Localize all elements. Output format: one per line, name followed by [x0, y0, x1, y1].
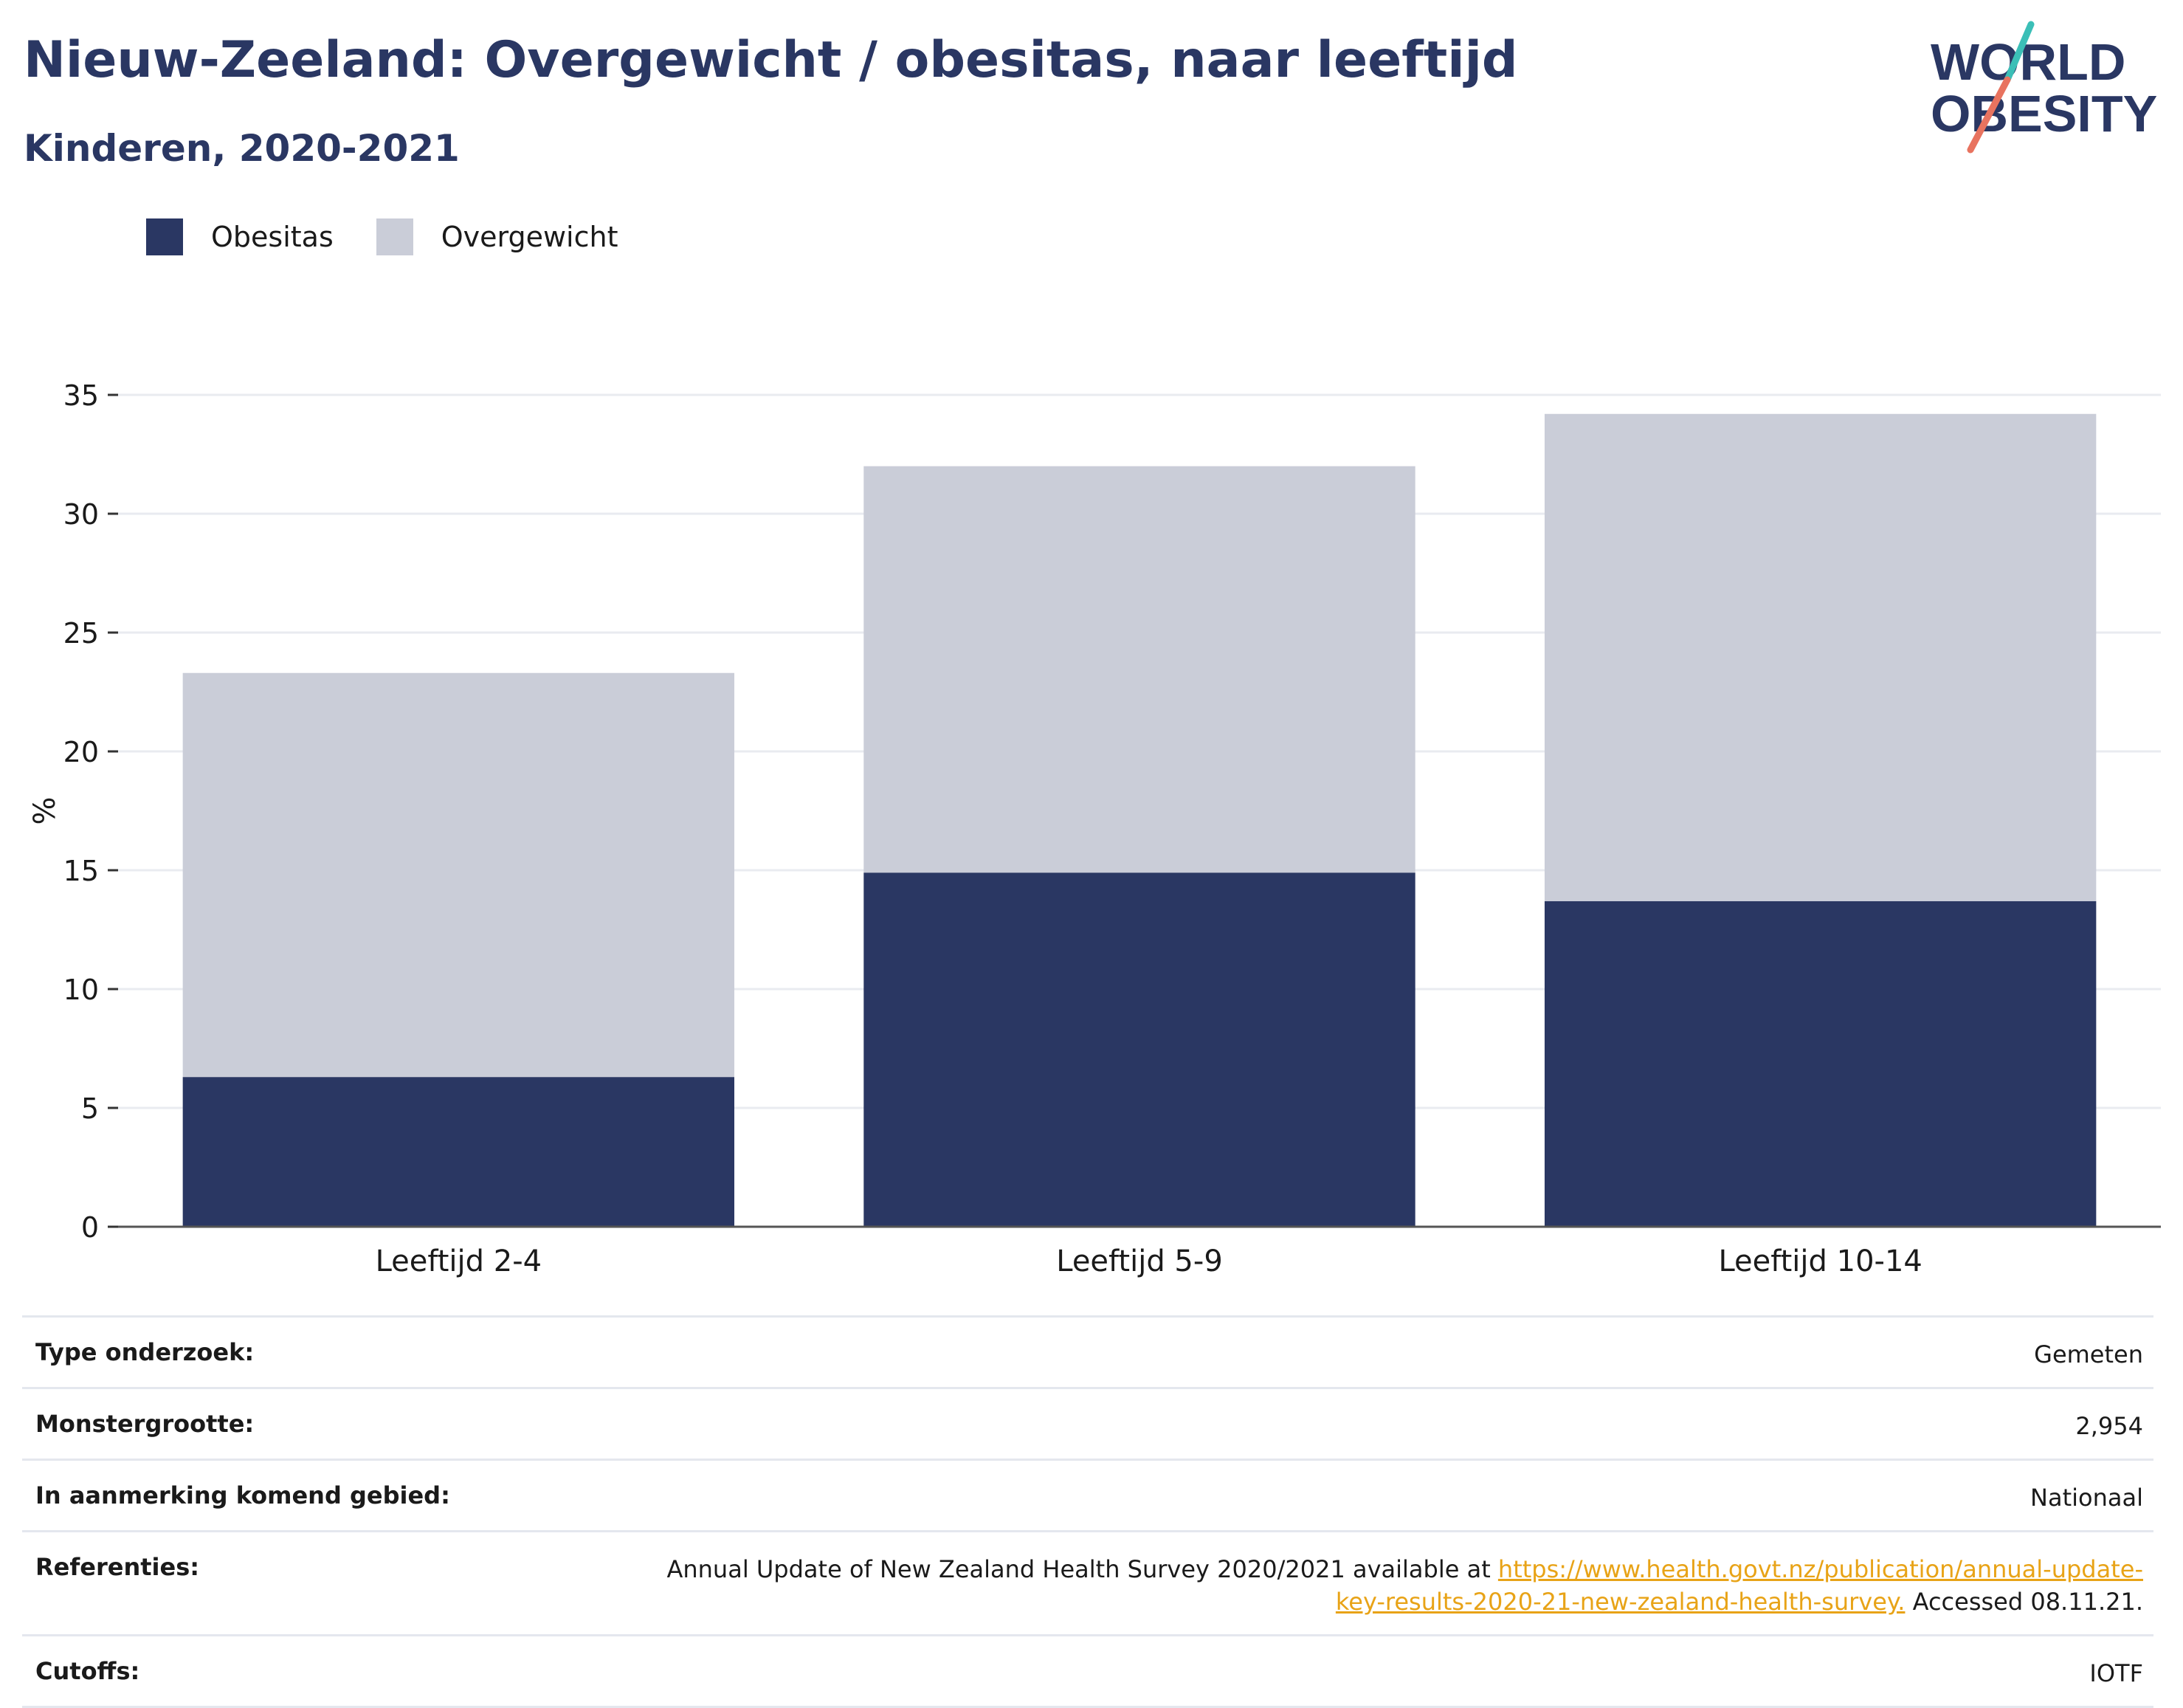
cutoffs-value: IOTF: [2089, 1659, 2143, 1687]
legend-swatch-overgewicht: [376, 218, 413, 255]
bar-overgewicht-3: [1544, 413, 2097, 901]
legend: Obesitas Overgewicht: [146, 218, 661, 255]
info-row-sample-size: Monstergrootte: 2,954: [22, 1387, 2153, 1459]
bar-obesitas-1: [182, 1077, 735, 1227]
references-value: Annual Update of New Zealand Health Surv…: [630, 1553, 2143, 1618]
y-tick-label: 0: [81, 1211, 99, 1244]
info-table: Type onderzoek: Gemeten Monstergrootte: …: [22, 1315, 2153, 1708]
logo-line1: WORLD: [1931, 33, 2125, 91]
info-row-cutoffs: Cutoffs: IOTF: [22, 1634, 2153, 1708]
y-tick-label: 15: [63, 855, 99, 887]
sample-size-label: Monstergrootte:: [35, 1410, 255, 1438]
logo-line2: OBESITY: [1931, 85, 2157, 142]
x-tick-label: Leeftijd 2-4: [376, 1244, 542, 1278]
references-accessed: Accessed 08.11.21.: [1905, 1588, 2143, 1616]
bar-overgewicht-1: [182, 672, 735, 1078]
legend-swatch-obesitas: [146, 218, 183, 255]
x-tick-label: Leeftijd 10-14: [1718, 1244, 1922, 1278]
logo-slash-teal: [2004, 21, 2035, 83]
y-tick-label: 5: [81, 1092, 99, 1125]
bar-overgewicht-2: [863, 466, 1415, 873]
references-link[interactable]: https://www.health.govt.nz/publication/a…: [1335, 1555, 2143, 1616]
survey-type-value: Gemeten: [2034, 1340, 2143, 1368]
stacked-bar-chart: 0 5 10 15 20 25 30 35% Leeftijd 2-4 Leeftijd 5-9 L…: [28, 379, 2161, 1278]
chart-title: Nieuw-Zeeland: Overgewicht / obesitas, n…: [24, 31, 1518, 89]
y-tick-label: 10: [63, 974, 99, 1006]
y-tick-label: 30: [63, 498, 99, 531]
y-axis-label: %: [28, 796, 62, 824]
legend-label-overgewicht: Overgewicht: [441, 221, 618, 253]
y-tick-label: 20: [63, 736, 99, 768]
area-value: Nationaal: [2030, 1484, 2143, 1512]
y-tick-label: 35: [63, 379, 99, 412]
sample-size-value: 2,954: [2075, 1412, 2143, 1440]
info-row-area: In aanmerking komend gebied: Nationaal: [22, 1459, 2153, 1530]
survey-type-label: Type onderzoek:: [35, 1338, 255, 1366]
legend-item-obesitas[interactable]: Obesitas: [146, 218, 334, 255]
references-text: Annual Update of New Zealand Health Surv…: [666, 1555, 1498, 1583]
x-tick-label: Leeftijd 5-9: [1056, 1244, 1223, 1278]
references-label: Referenties:: [35, 1553, 200, 1581]
legend-label-obesitas: Obesitas: [211, 221, 334, 253]
y-tick-label: 25: [63, 617, 99, 650]
info-row-references: Referenties: Annual Update of New Zealan…: [22, 1530, 2153, 1634]
info-row-survey-type: Type onderzoek: Gemeten: [22, 1315, 2153, 1387]
chart-subtitle: Kinderen, 2020-2021: [24, 127, 460, 170]
cutoffs-label: Cutoffs:: [35, 1657, 140, 1685]
bar-obesitas-2: [863, 872, 1415, 1227]
bar-obesitas-3: [1544, 901, 2097, 1227]
world-obesity-logo: WORLD OBESITY: [1931, 21, 2157, 154]
area-label: In aanmerking komend gebied:: [35, 1481, 450, 1509]
logo-slash-coral: [1967, 76, 2011, 154]
legend-item-overgewicht[interactable]: Overgewicht: [376, 218, 618, 255]
